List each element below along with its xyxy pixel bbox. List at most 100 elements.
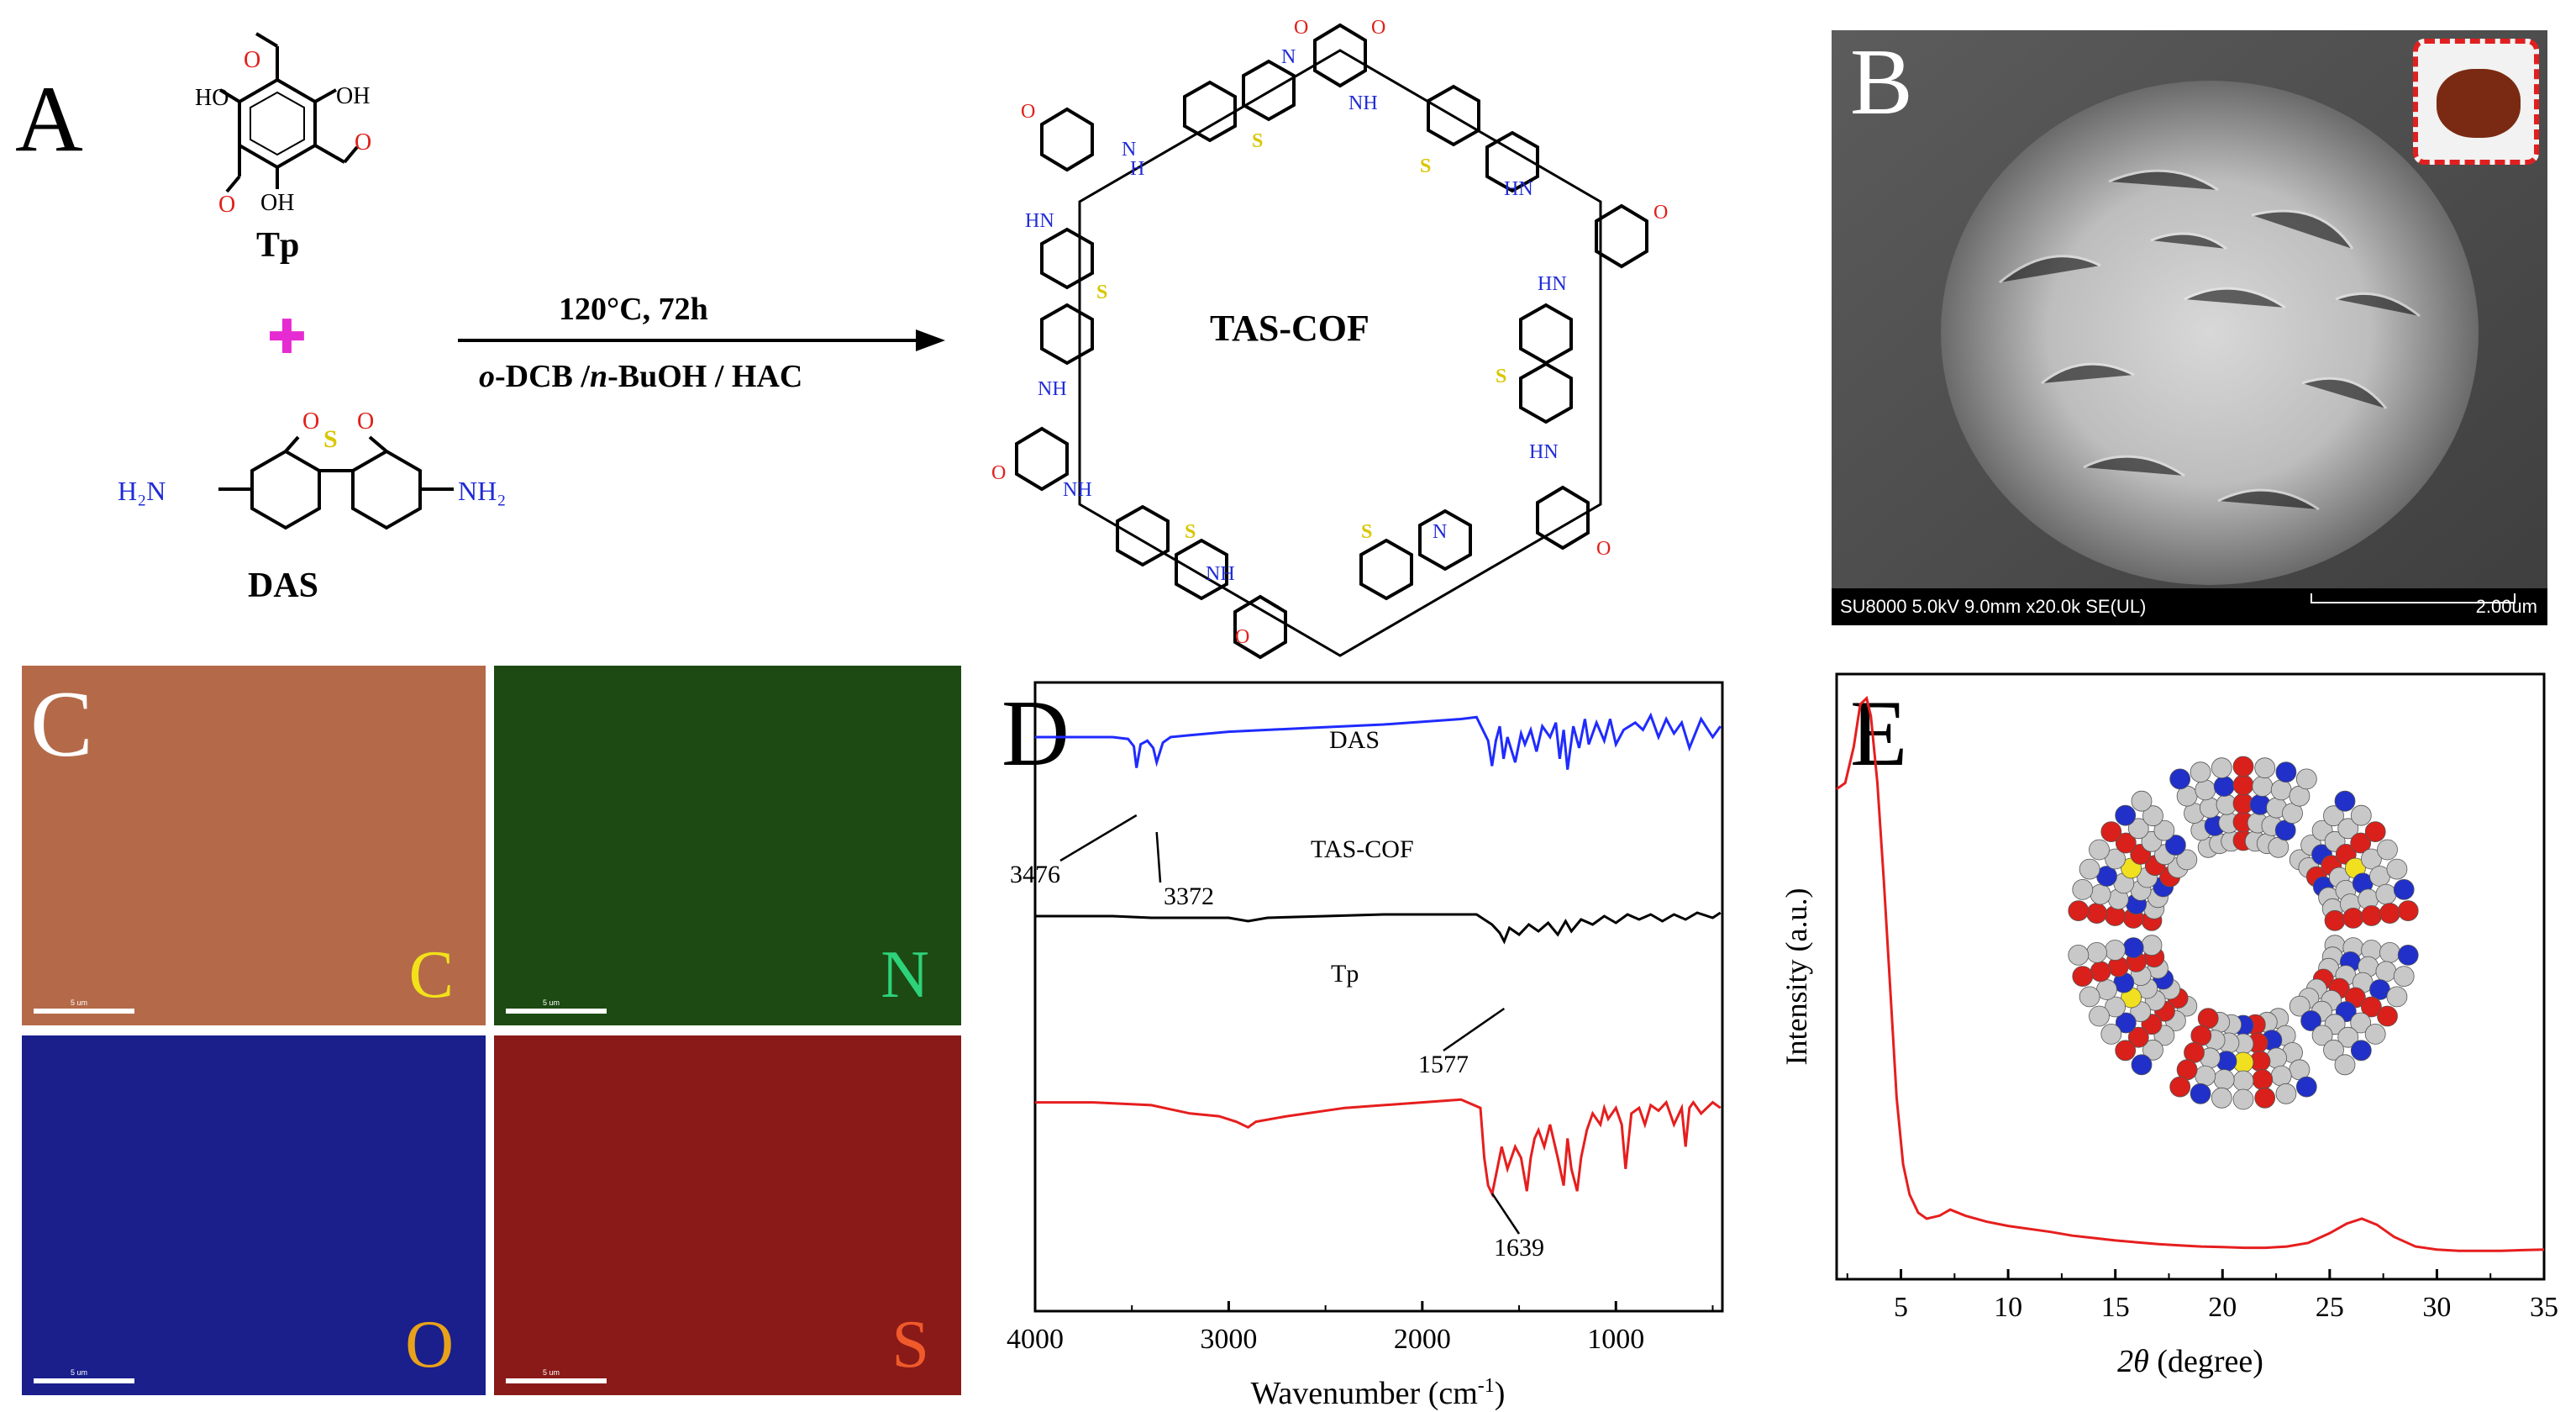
x-tick-label: 20 [2208, 1292, 2237, 1323]
ring-h-11: H [1130, 158, 1144, 180]
scale-bar [506, 1009, 607, 1014]
sem-image [1832, 30, 2547, 625]
x-tick-label: 3000 [1200, 1324, 1257, 1355]
tp-o-right: O [355, 129, 371, 155]
series-tp [1035, 1098, 1722, 1199]
panel-d: D DAS TAS-COF Tp 3476 3372 1577 1639 4000 3000 200… [991, 656, 1748, 1412]
tp-o-top: O [244, 47, 260, 73]
panel-a: A O HO OH O OH O Tp ✚ [0, 0, 1806, 664]
tp-oh-bottom: OH [260, 190, 294, 216]
tp-oh-right: OH [336, 83, 370, 109]
ring-n-7: NH [1206, 563, 1235, 585]
tp-molecule [218, 32, 359, 193]
ring-n-2: NH [1348, 92, 1378, 114]
annotation-arrow-3476 [1059, 814, 1138, 862]
das-molecule [218, 435, 454, 530]
y-axis-label: Intensity (a.u.) [1780, 888, 1813, 1066]
panel-d-letter: D [1001, 682, 1070, 786]
ring-n-9: NH [1038, 378, 1067, 400]
ring-s-2: S [1420, 155, 1431, 177]
sem-info: SU8000 5.0kV 9.0mm x20.0k SE(UL) [1840, 596, 2147, 617]
tas-cof-ring [1015, 23, 1648, 660]
pxrd-pattern-line [1836, 695, 2545, 1252]
ring-n-1: N [1281, 46, 1296, 68]
ring-o-2: O [1371, 17, 1385, 39]
annotation-arrow-1577 [1443, 1007, 1506, 1052]
ring-n-6: N [1433, 521, 1447, 543]
scale-label: 5 um [71, 1368, 88, 1377]
das-o-2: O [357, 408, 374, 435]
ring-o-5: O [1235, 626, 1249, 648]
x-axis-label: 2θ (degree) [2117, 1344, 2263, 1379]
panel-a-letter: A [15, 67, 83, 171]
sem-particle [1941, 81, 2479, 585]
panel-c-letter: C [30, 672, 93, 777]
ring-n-10: HN [1025, 210, 1054, 232]
das-s: S [323, 425, 338, 453]
sample-photo-inset [2413, 39, 2539, 165]
x-axis-label: Wavenumber (cm-1) [1251, 1375, 1506, 1411]
sem-scale-bar [2311, 593, 2516, 603]
scale-label: 5 um [71, 998, 88, 1007]
series-label-tas-cof: TAS-COF [1311, 835, 1414, 863]
scale-bar [34, 1378, 134, 1383]
scale-label: 5 um [543, 1368, 560, 1377]
element-label-n: N [881, 938, 929, 1012]
scale-bar [506, 1378, 607, 1383]
plus-icon: ✚ [267, 312, 307, 364]
ring-n-5: HN [1529, 441, 1559, 463]
panel-b-letter: B [1850, 30, 1913, 134]
condition-bottom: o-DCB /n-BuOH / HAC [479, 359, 802, 394]
x-tick-label: 2000 [1394, 1324, 1451, 1355]
x-tick-label: 1000 [1587, 1324, 1644, 1355]
x-tick-label: 35 [2530, 1292, 2558, 1323]
x-tick-label: 25 [2316, 1292, 2344, 1323]
ring-o-3: O [1653, 202, 1668, 224]
cof-pore-model-inset [2068, 756, 2419, 1110]
tp-label: Tp [256, 226, 299, 265]
x-tick-label: 30 [2422, 1292, 2451, 1323]
reaction-scheme: O HO OH O OH O Tp ✚ S O O H₂N NH₂ DAS 12… [118, 17, 1668, 660]
x-tick-label: 15 [2101, 1292, 2130, 1323]
x-tick-label: 10 [1994, 1292, 2022, 1323]
annotation-arrow-1639 [1490, 1193, 1521, 1235]
tas-cof-label: TAS-COF [1210, 308, 1369, 349]
das-o-1: O [302, 408, 319, 435]
ring-o-4: O [1596, 538, 1611, 560]
eds-map-c: C 5 um C [22, 666, 486, 1025]
plot-frame [1835, 672, 2546, 1281]
annotation-arrow-3372 [1155, 831, 1162, 883]
ring-n-4: HN [1538, 273, 1567, 295]
pxrd-chart: E 5 10 15 20 25 30 35 2θ (degree) Intensity (a.u.… [1780, 672, 2558, 1379]
scale-label: 5 um [543, 998, 560, 1007]
das-nh2: NH₂ [458, 476, 506, 506]
sem-info-bar: SU8000 5.0kV 9.0mm x20.0k SE(UL) 2.00um [1832, 588, 2547, 625]
ring-n-3: HN [1504, 178, 1533, 200]
ftir-chart: D DAS TAS-COF Tp 3476 3372 1577 1639 4000 3000 200… [1001, 681, 1724, 1411]
panel-e-letter: E [1850, 682, 1907, 786]
series-tas-cof [1035, 911, 1722, 945]
ring-s-1: S [1252, 130, 1263, 152]
sem-scale-label: 2.00um [2475, 596, 2537, 617]
annotation-3476: 3476 [1010, 861, 1060, 888]
ring-o-1: O [1294, 17, 1308, 39]
annotation-1639: 1639 [1494, 1234, 1544, 1262]
panel-b: B SU8000 5.0kV 9.0mm x20.0k SE(UL) 2.00u… [1832, 30, 2547, 625]
x-tick-label: 5 [1894, 1292, 1908, 1323]
annotation-1577: 1577 [1418, 1051, 1469, 1078]
das-h2n: H₂N [118, 476, 166, 506]
element-label-s: S [891, 1308, 930, 1382]
ring-s-6: S [1096, 282, 1107, 303]
ring-n-11: N [1122, 139, 1136, 161]
scale-bar [34, 1009, 134, 1014]
tp-ho: HO [195, 85, 229, 111]
plot-frame [1033, 681, 1724, 1313]
ring-o-6: O [991, 462, 1006, 484]
ring-s-3: S [1496, 366, 1506, 387]
das-label: DAS [248, 566, 318, 605]
element-label-c: C [408, 938, 454, 1012]
panel-e: E 5 10 15 20 25 30 35 2θ (degree) Intensity (a.u.… [1756, 656, 2576, 1412]
cof-powder [2437, 69, 2521, 138]
element-label-o: O [405, 1308, 454, 1382]
condition-top: 120°C, 72h [559, 292, 708, 327]
